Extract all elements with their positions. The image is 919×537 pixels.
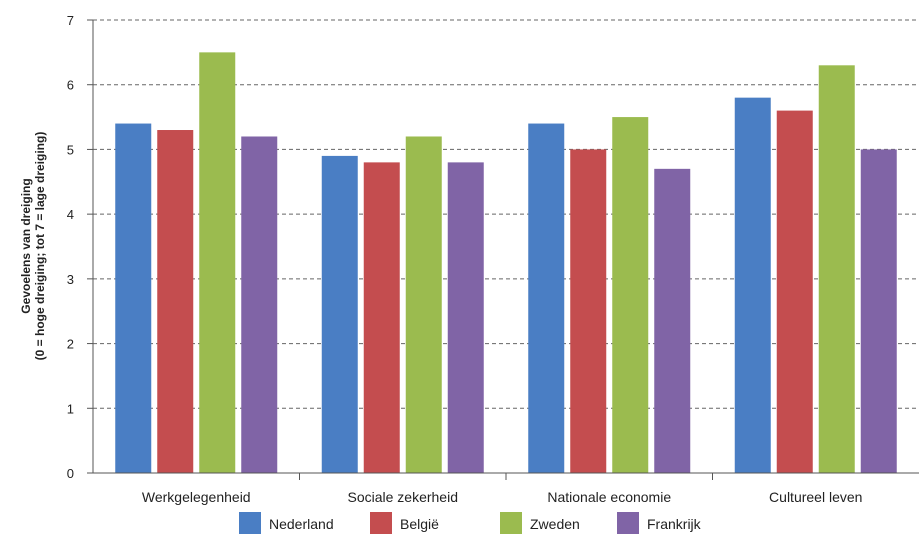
bar-zweden-2	[405, 136, 442, 473]
y-axis-ticks: 0 1 2 3 4 5 6 7	[67, 13, 93, 481]
y-tick-label: 2	[67, 337, 74, 352]
legend: Nederland België Zweden Frankrijk	[239, 512, 702, 534]
x-category-label: Nationale economie	[547, 489, 671, 505]
y-tick-label: 3	[67, 272, 74, 287]
bar-frankrijk-4	[860, 149, 897, 473]
bar-frankrijk-1	[241, 136, 278, 473]
y-tick-label: 7	[67, 13, 74, 28]
bar-belgië-1	[157, 130, 194, 473]
bar-zweden-1	[199, 52, 236, 473]
legend-swatch-frankrijk	[617, 512, 639, 534]
y-tick-label: 0	[67, 466, 74, 481]
y-tick-label: 5	[67, 142, 74, 157]
bar-belgië-4	[776, 110, 813, 473]
bar-belgië-3	[570, 149, 607, 473]
bar-frankrijk-2	[447, 162, 484, 473]
y-axis-label: Gevoelens van dreiging (0 = hoge dreigin…	[19, 132, 47, 361]
y-axis-label-line1: Gevoelens van dreiging	[19, 178, 33, 313]
bar-belgië-2	[363, 162, 400, 473]
bar-zweden-4	[818, 65, 855, 474]
x-category-label: Werkgelegenheid	[142, 489, 251, 505]
legend-label-nederland: Nederland	[269, 516, 334, 532]
y-tick-label: 1	[67, 401, 74, 416]
x-axis-ticks: Werkgelegenheid Sociale zekerheid National…	[142, 473, 862, 505]
y-tick-label: 4	[67, 207, 74, 222]
bar-zweden-3	[612, 117, 649, 474]
bar-nederland-3	[528, 123, 565, 474]
bar-nederland-1	[115, 123, 152, 474]
legend-swatch-zweden	[500, 512, 522, 534]
bar-frankrijk-3	[654, 168, 691, 474]
legend-swatch-belgië	[370, 512, 392, 534]
x-category-label: Sociale zekerheid	[347, 489, 458, 505]
bar-nederland-2	[321, 155, 358, 473]
y-axis-label-line2: (0 = hoge dreiging; tot 7 = lage dreigin…	[33, 132, 47, 361]
bar-nederland-4	[734, 97, 771, 474]
x-category-label: Cultureel leven	[769, 489, 862, 505]
legend-swatch-nederland	[239, 512, 261, 534]
legend-label-belgië: België	[400, 516, 439, 532]
legend-label-frankrijk: Frankrijk	[647, 516, 702, 532]
legend-label-zweden: Zweden	[530, 516, 580, 532]
bars	[115, 52, 897, 474]
y-tick-label: 6	[67, 78, 74, 93]
